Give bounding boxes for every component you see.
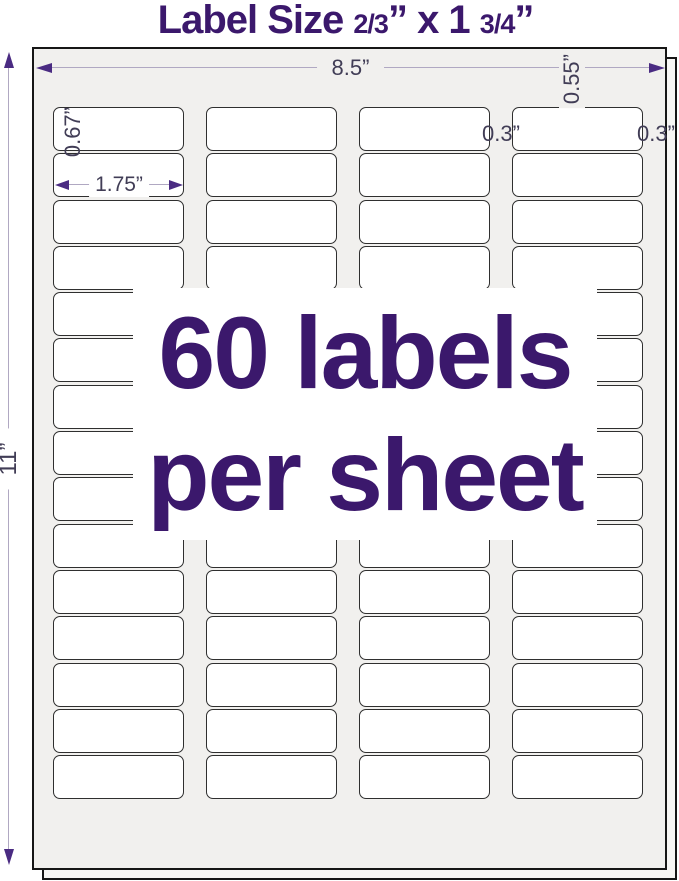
sheet-width-dimension: 8.5”	[36, 55, 665, 81]
column-gap-label: 0.3”	[482, 121, 520, 146]
arrowhead-left-icon	[36, 63, 52, 73]
arrowhead-up-icon	[4, 52, 14, 68]
overlay-text-box: 60 labels per sheet	[133, 288, 597, 540]
sheet-width-label: 8.5”	[316, 55, 385, 81]
label-cell	[512, 755, 643, 800]
label-cell	[359, 662, 490, 707]
label-cell	[359, 569, 490, 614]
label-cell	[206, 153, 337, 198]
label-cell	[53, 616, 184, 661]
label-cell	[206, 245, 337, 290]
label-cell	[53, 662, 184, 707]
label-cell	[359, 107, 490, 151]
overlay-line-2: per sheet	[147, 418, 585, 532]
label-cell	[359, 616, 490, 661]
label-width-dimension: 1.75”	[55, 173, 183, 197]
label-cell	[359, 153, 490, 198]
top-margin-label: 0.55”	[559, 50, 585, 109]
label-cell	[512, 199, 643, 244]
title-prefix: Label Size	[157, 0, 354, 42]
sheet-height-dimension: 11”	[0, 52, 23, 865]
label-cell	[512, 662, 643, 707]
arrowhead-left-icon	[55, 180, 69, 190]
label-cell	[206, 616, 337, 661]
label-cell	[512, 569, 643, 614]
label-cell	[53, 708, 184, 753]
sheet-height-label: 11”	[0, 428, 23, 489]
label-cell	[206, 199, 337, 244]
label-cell	[206, 107, 337, 151]
label-cell	[53, 199, 184, 244]
label-height-label: 0.67”	[60, 107, 85, 158]
label-cell	[53, 107, 184, 151]
label-cell	[512, 616, 643, 661]
label-cell	[512, 153, 643, 198]
label-cell	[359, 755, 490, 800]
label-cell	[53, 245, 184, 290]
label-cell	[512, 245, 643, 290]
label-cell	[206, 755, 337, 800]
arrowhead-down-icon	[4, 849, 14, 865]
title-fraction-1: 2/3	[353, 9, 389, 39]
title-fraction-2: 3/4	[479, 9, 516, 39]
label-cell	[512, 708, 643, 753]
side-margin-label: 0.3”	[637, 121, 675, 146]
page-title: Label Size 2/3” x 1 3/4”	[6, 0, 679, 46]
label-cell	[512, 107, 643, 151]
title-suffix: ”	[514, 0, 534, 42]
label-cell	[206, 569, 337, 614]
overlay-line-1: 60 labels	[158, 296, 574, 410]
title-mid: ” x 1	[387, 0, 480, 42]
label-cell	[206, 662, 337, 707]
label-cell	[359, 199, 490, 244]
arrowhead-right-icon	[169, 180, 183, 190]
label-cell	[359, 245, 490, 290]
arrowhead-right-icon	[649, 63, 665, 73]
label-cell	[359, 708, 490, 753]
label-cell	[53, 755, 184, 800]
label-width-label: 1.75”	[89, 173, 149, 197]
label-cell	[206, 708, 337, 753]
label-cell	[53, 569, 184, 614]
